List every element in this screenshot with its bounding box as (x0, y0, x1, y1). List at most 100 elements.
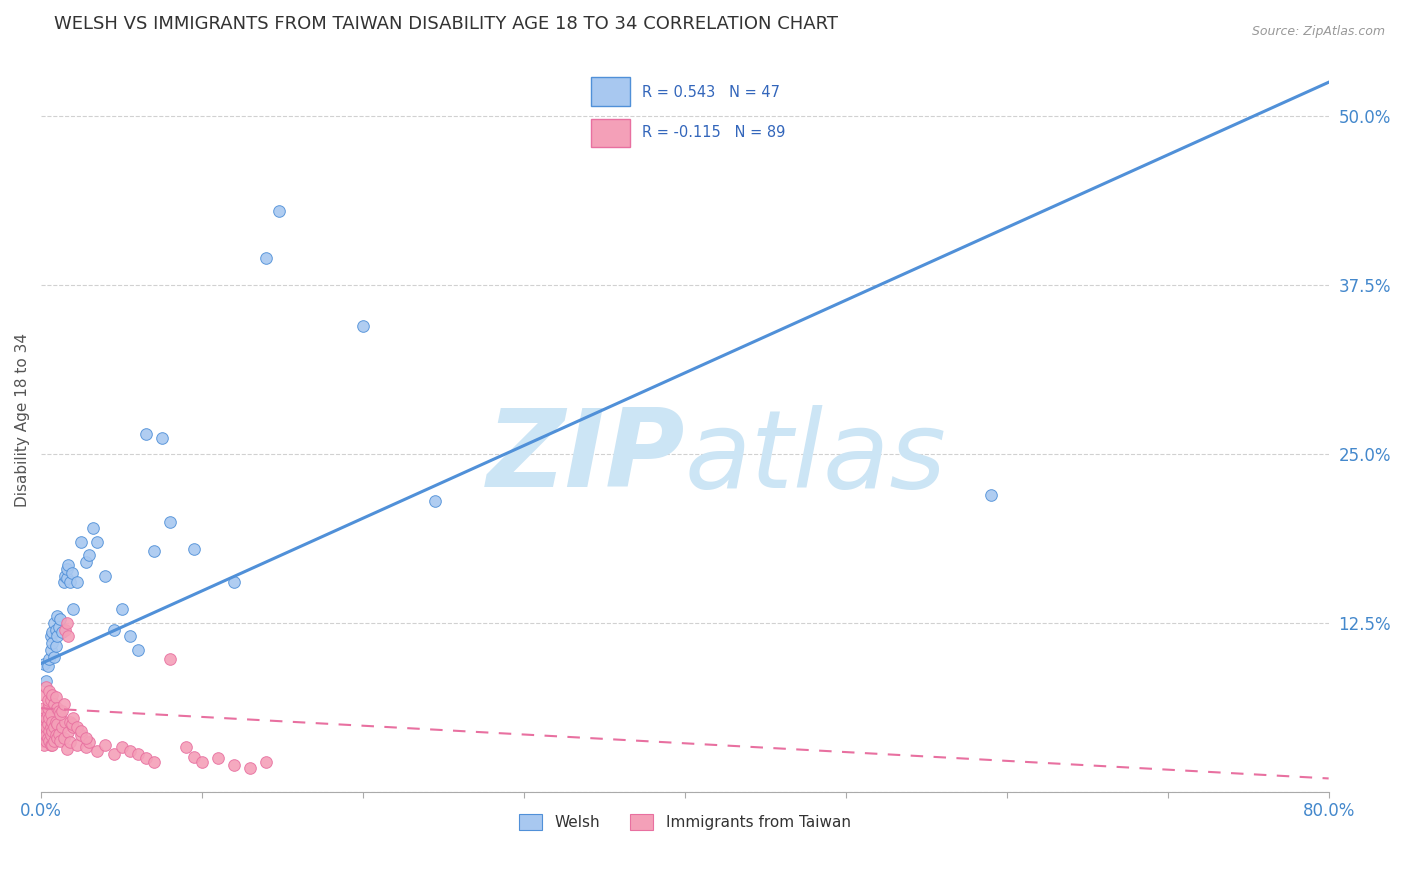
Point (35, 725, 58, 739)
Point (37, 693, 59, 707)
Point (65, 720, 87, 734)
Point (103, 747, 125, 761)
Point (35, 674, 58, 689)
Point (65, 575, 87, 590)
Point (60, 566, 83, 580)
Point (269, 203, 291, 218)
Point (70, 724, 93, 739)
Point (425, 494, 447, 508)
Y-axis label: Disability Age 18 to 34: Disability Age 18 to 34 (15, 334, 30, 508)
Point (86, 744, 108, 758)
Point (37, 701, 59, 715)
Point (34, 731, 56, 745)
Point (135, 426, 157, 441)
Point (39, 738, 62, 752)
Point (39, 706, 62, 721)
Point (45, 623, 67, 637)
Point (35, 710, 58, 724)
Point (42, 733, 65, 747)
Point (70, 728, 93, 742)
Legend: Welsh, Immigrants from Taiwan: Welsh, Immigrants from Taiwan (513, 808, 856, 837)
Point (56, 571, 79, 585)
Point (159, 652, 181, 666)
Point (142, 756, 165, 770)
Point (94, 568, 117, 582)
Point (37, 717, 59, 731)
Point (56, 741, 79, 756)
Text: WELSH VS IMMIGRANTS FROM TAIWAN DISABILITY AGE 18 TO 34 CORRELATION CHART: WELSH VS IMMIGRANTS FROM TAIWAN DISABILI… (53, 15, 838, 33)
Point (34, 688, 56, 702)
Point (118, 744, 141, 758)
Point (51, 720, 73, 734)
Point (49, 733, 72, 747)
Point (352, 318, 374, 333)
Point (46, 731, 69, 745)
Point (82, 521, 104, 535)
Point (86, 534, 108, 549)
Point (45, 639, 67, 653)
Point (41, 714, 63, 729)
Point (49, 612, 72, 626)
Point (39, 643, 62, 657)
Point (37, 731, 59, 745)
Point (41, 738, 63, 752)
Point (53, 623, 76, 637)
Point (45, 714, 67, 729)
Point (48, 620, 70, 634)
Point (34, 728, 56, 742)
Point (62, 602, 84, 616)
Point (42, 720, 65, 734)
Point (34, 723, 56, 737)
Point (38, 683, 60, 698)
Point (31, 710, 53, 724)
Point (38, 652, 60, 666)
Point (254, 756, 277, 770)
Point (75, 731, 97, 745)
Point (34, 717, 56, 731)
Text: atlas: atlas (685, 405, 946, 510)
Point (34, 720, 56, 734)
Point (37, 659, 59, 673)
Point (224, 758, 246, 772)
Point (34, 657, 56, 671)
Point (35, 680, 58, 694)
Point (34, 706, 56, 721)
Point (31, 724, 53, 739)
Text: ZIP: ZIP (486, 404, 685, 510)
Point (127, 643, 149, 657)
Point (31, 717, 53, 731)
Point (127, 747, 149, 761)
Point (65, 738, 87, 752)
Point (52, 697, 75, 711)
Point (39, 720, 62, 734)
Point (45, 728, 67, 742)
Point (37, 706, 59, 721)
Point (118, 630, 141, 644)
Point (60, 717, 83, 731)
Point (35, 733, 58, 747)
Point (35, 720, 58, 734)
Point (191, 756, 214, 770)
Point (75, 740, 97, 755)
Point (38, 724, 60, 739)
Point (110, 740, 132, 755)
Point (51, 625, 73, 640)
Point (46, 701, 69, 715)
Point (59, 735, 82, 749)
Point (48, 727, 70, 741)
Point (79, 735, 101, 749)
Point (46, 630, 69, 644)
Point (58, 630, 80, 644)
Point (254, 251, 277, 265)
Point (62, 710, 84, 724)
Point (53, 568, 76, 582)
Point (38, 697, 60, 711)
Point (41, 625, 63, 640)
Point (142, 544, 165, 558)
Point (224, 575, 246, 590)
Point (35, 728, 58, 742)
Point (207, 751, 229, 765)
Point (56, 615, 79, 630)
Point (38, 710, 60, 724)
Point (39, 693, 62, 707)
